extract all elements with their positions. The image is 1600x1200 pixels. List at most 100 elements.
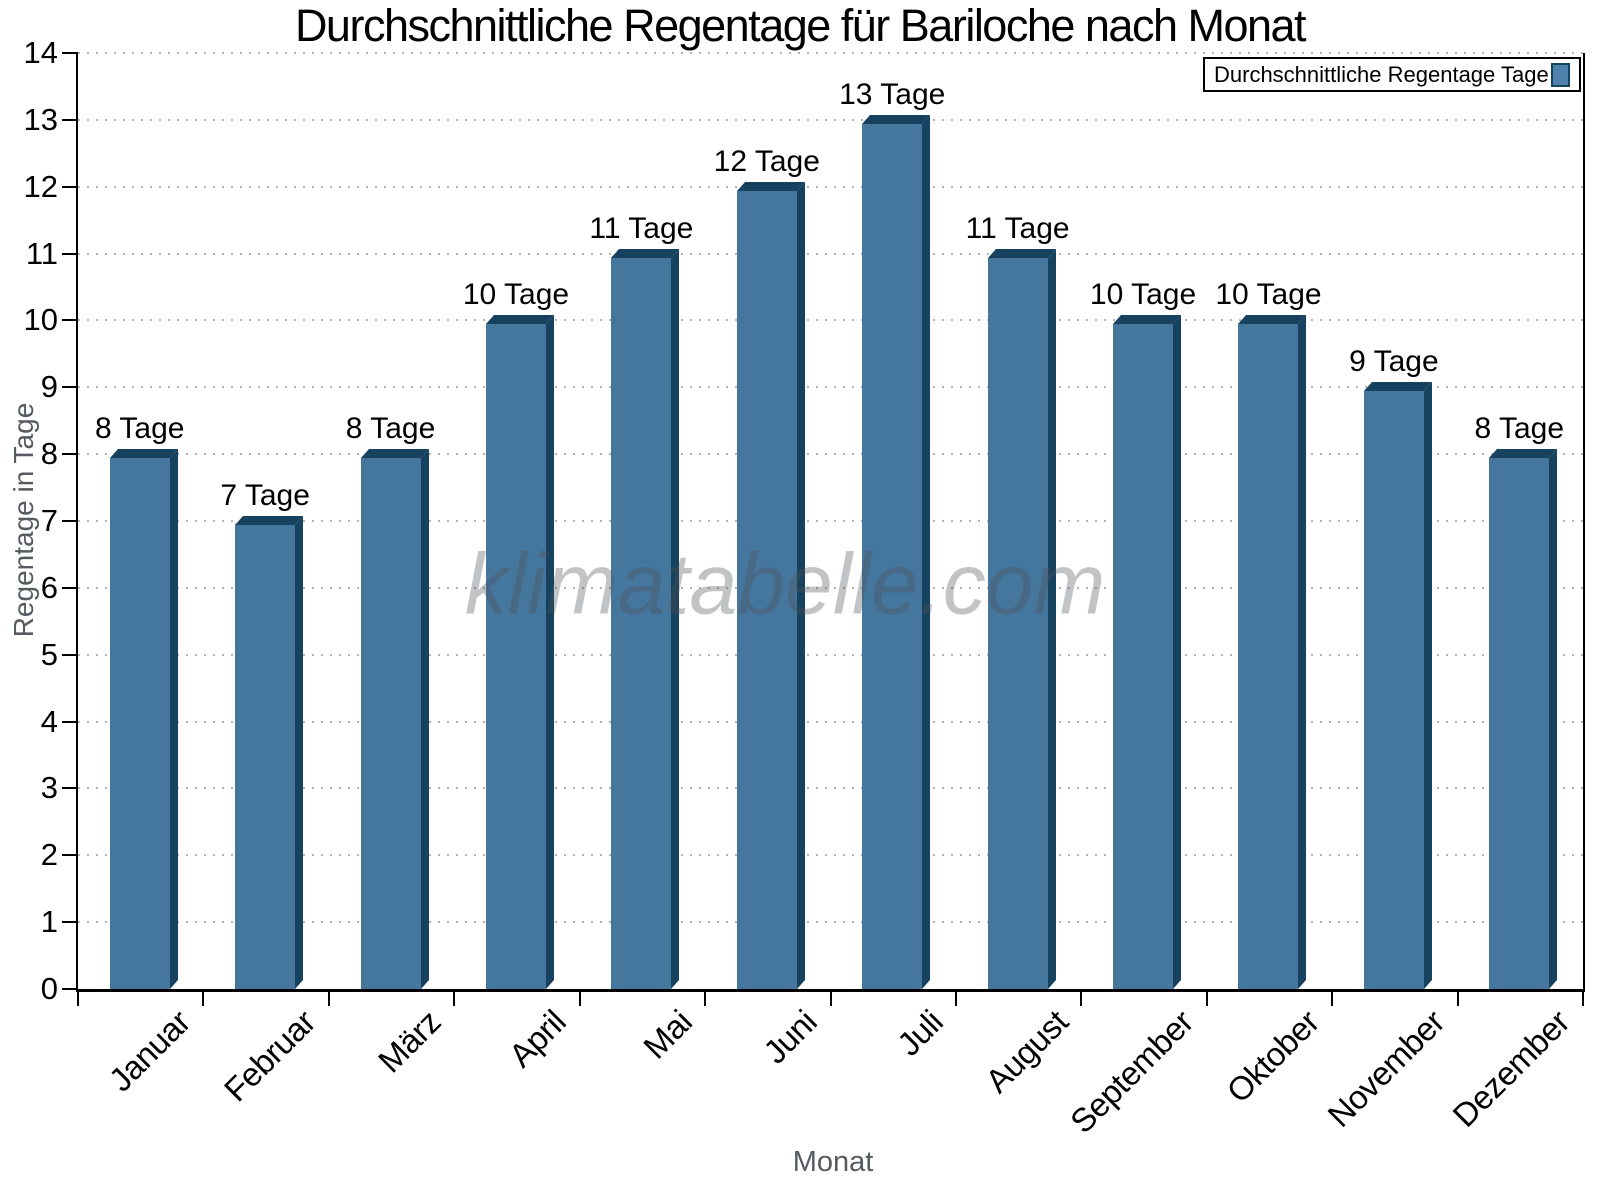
y-tick-10	[62, 319, 78, 322]
y-tick-label-1: 1	[40, 904, 58, 940]
x-category-label-april: April	[502, 1003, 574, 1075]
legend: Durchschnittliche Regentage Tage	[1203, 57, 1581, 92]
x-category-label-märz: März	[371, 1003, 448, 1080]
y-tick-label-12: 12	[23, 168, 58, 204]
gridline-y9	[78, 386, 1583, 389]
y-tick-label-0: 0	[40, 971, 58, 1006]
x-tick-10	[1331, 992, 1334, 1006]
bar-value-label-juli: 13 Tage	[839, 77, 946, 111]
x-tick-6	[829, 992, 832, 1006]
bar-oktober	[1238, 315, 1307, 989]
gridline-y4	[78, 720, 1583, 723]
y-tick-label-4: 4	[40, 703, 58, 739]
gridline-y6	[78, 586, 1583, 589]
bar-value-label-juni: 12 Tage	[713, 144, 820, 178]
y-tick-9	[62, 386, 78, 389]
y-tick-4	[62, 720, 78, 723]
bar-februar	[235, 516, 304, 989]
bar-juli	[862, 115, 931, 989]
x-category-label-september: September	[1063, 1003, 1201, 1141]
x-category-label-november: November	[1320, 1003, 1452, 1134]
legend-label: Durchschnittliche Regentage Tage	[1214, 61, 1549, 87]
bar-april	[485, 315, 554, 989]
gridline-y7	[78, 520, 1583, 522]
x-tick-7	[954, 992, 957, 1006]
bar-value-label-oktober: 10 Tage	[1215, 278, 1322, 312]
y-tick-12	[62, 185, 78, 188]
x-category-label-juli: Juli	[889, 1003, 950, 1063]
bar-januar	[109, 449, 178, 989]
gridline-y3	[78, 787, 1583, 790]
x-category-label-februar: Februar	[216, 1003, 323, 1109]
x-category-label-oktober: Oktober	[1218, 1003, 1326, 1110]
legend-swatch	[1551, 62, 1570, 87]
bar-value-label-januar: 8 Tage	[94, 412, 185, 446]
bar-juni	[736, 182, 805, 989]
x-tick-0	[77, 992, 79, 1006]
y-tick-label-8: 8	[40, 436, 58, 472]
y-tick-label-3: 3	[40, 770, 58, 806]
gridline-y11	[78, 252, 1583, 255]
gridline-y10	[78, 319, 1583, 322]
x-category-label-dezember: Dezember	[1445, 1003, 1577, 1134]
bar-value-label-dezember: 8 Tage	[1474, 412, 1565, 446]
y-tick-1	[62, 921, 78, 924]
chart-title: Durchschnittliche Regentage für Bariloch…	[294, 0, 1307, 51]
y-tick-label-14: 14	[23, 35, 58, 70]
bar-september	[1113, 315, 1182, 989]
y-axis-title: Regentage in Tage	[8, 402, 39, 638]
x-tick-12	[1582, 992, 1584, 1006]
y-tick-3	[62, 787, 78, 790]
bar-value-label-september: 10 Tage	[1089, 278, 1197, 312]
x-category-label-mai: Mai	[635, 1003, 699, 1066]
y-tick-label-6: 6	[40, 569, 58, 605]
x-category-label-juni: Juni	[756, 1003, 824, 1071]
y-tick-label-7: 7	[40, 503, 58, 538]
y-tick-13	[62, 118, 78, 121]
y-tick-label-11: 11	[25, 235, 58, 271]
y-tick-6	[62, 586, 78, 589]
y-tick-11	[62, 252, 78, 255]
x-tick-9	[1205, 992, 1208, 1006]
x-category-label-august: August	[978, 1003, 1075, 1100]
x-tick-1	[202, 992, 205, 1006]
y-tick-label-5: 5	[40, 636, 58, 672]
gridline-y12	[78, 185, 1583, 188]
bar-value-label-märz: 8 Tage	[345, 412, 436, 446]
gridline-y1	[78, 921, 1583, 924]
y-tick-8	[62, 453, 78, 456]
plot-area: klimatabelle.com 8 Tage 7 Tage 8 Tage 10 Ta…	[76, 52, 1585, 992]
y-tick-2	[62, 854, 78, 857]
y-tick-5	[62, 653, 78, 656]
gridline-y2	[78, 854, 1583, 857]
y-tick-label-13: 13	[23, 101, 58, 137]
y-tick-label-2: 2	[40, 837, 58, 873]
bar-value-label-mai: 11 Tage	[589, 211, 694, 245]
x-tick-8	[1080, 992, 1083, 1006]
bar-august	[987, 249, 1056, 989]
bar-value-label-april: 10 Tage	[462, 278, 570, 312]
bar-november	[1363, 382, 1432, 989]
gridline-y14	[78, 52, 1583, 54]
bar-value-label-februar: 7 Tage	[220, 479, 310, 512]
x-tick-3	[453, 992, 456, 1006]
bar-märz	[360, 449, 429, 989]
x-category-label-januar: Januar	[101, 1003, 197, 1099]
x-axis-title: Monat	[792, 1146, 874, 1178]
gridline-y8	[78, 453, 1583, 456]
y-tick-label-10: 10	[23, 302, 58, 338]
bar-mai	[611, 249, 680, 989]
x-tick-4	[578, 992, 581, 1006]
bar-value-label-november: 9 Tage	[1349, 345, 1439, 379]
x-tick-2	[327, 992, 330, 1006]
watermark: klimatabelle.com	[464, 536, 1106, 633]
y-tick-0	[62, 988, 78, 990]
bar-value-label-august: 11 Tage	[965, 211, 1070, 245]
gridline-y13	[78, 118, 1583, 121]
x-tick-5	[704, 992, 707, 1006]
gridline-y5	[78, 653, 1583, 656]
x-tick-11	[1456, 992, 1459, 1006]
y-tick-7	[62, 520, 78, 522]
bar-dezember	[1489, 449, 1558, 989]
